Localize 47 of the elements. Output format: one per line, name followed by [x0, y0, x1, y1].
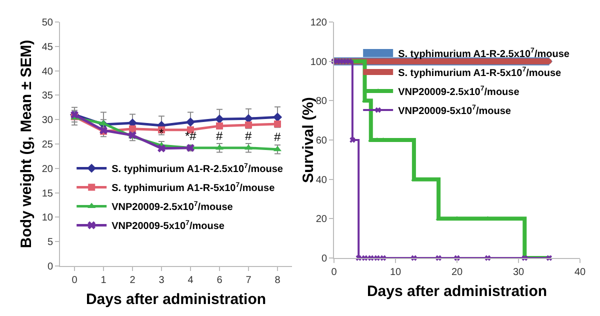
y-tick-label: 40	[42, 66, 54, 78]
annotation: *#	[185, 129, 197, 143]
legend-label: S. typhimurium A1-R-5x10$^{7}$/mouse	[112, 182, 276, 194]
annotation: #	[245, 129, 252, 143]
x-tick-label: 10	[390, 267, 402, 278]
x-tick-label: 4	[188, 275, 194, 286]
legend-label: S. typhimurium A1-R-2.5x10$^{7}$/mouse	[112, 162, 284, 176]
x-tick-label: 7	[246, 275, 252, 286]
legend-label: S. typhimurium A1-R-5x10$^{7}$/mouse	[398, 66, 562, 79]
x-tick-label: 6	[216, 275, 223, 286]
y-tick-label: 20	[316, 214, 328, 226]
x-tick-label: 30	[512, 267, 524, 278]
x-tick-label: 3	[158, 275, 165, 286]
x-tick-label: 8	[274, 275, 281, 286]
x-tick-label: 40	[574, 267, 586, 278]
y-tick-label: 120	[310, 18, 328, 28]
y-tick-label: 60	[316, 136, 328, 146]
y-axis-title: Body weight (g, Mean ± SEM)	[18, 40, 36, 248]
y-tick-label: 0	[321, 254, 328, 264]
y-tick-label: 5	[47, 237, 54, 248]
y-tick-label: 15	[42, 188, 54, 200]
y-tick-label: 10	[42, 212, 54, 224]
legend-label: VNP20009-5x10$^{7}$/mouse	[112, 220, 225, 232]
x-axis-title: Days after administration	[366, 283, 548, 300]
y-tick-label: 20	[42, 164, 54, 175]
legend-label: S. typhimurium A1-R-2.5x10$^{7}$/mouse	[398, 48, 570, 60]
x-tick-label: 1	[100, 275, 107, 286]
y-tick-label: 50	[42, 18, 54, 28]
y-tick-label: 45	[42, 42, 54, 53]
y-tick-label: 100	[310, 56, 328, 68]
x-tick-label: 20	[451, 267, 463, 278]
x-tick-label: 0	[331, 267, 338, 278]
annotation: *	[159, 126, 164, 140]
legend-label: VNP20009-2.5x10$^{7}$/mouse	[398, 86, 520, 98]
y-tick-label: 40	[316, 174, 328, 186]
legend-label: VNP20009-5x10$^{7}$/mouse	[398, 104, 512, 117]
x-tick-label: 2	[130, 275, 136, 286]
y-tick-label: 25	[42, 140, 54, 150]
annotation: #	[274, 130, 281, 144]
y-tick-label: 35	[42, 90, 54, 102]
x-tick-label: 0	[72, 275, 78, 286]
legend-label: VNP20009-2.5x10$^{7}$/mouse	[112, 200, 234, 214]
annotation: #	[216, 129, 223, 143]
y-tick-label: 80	[316, 96, 328, 108]
y-tick-label: 30	[42, 115, 54, 126]
y-axis-title: Survival (%)	[300, 97, 317, 183]
x-axis-title: Days after administration	[86, 291, 266, 308]
